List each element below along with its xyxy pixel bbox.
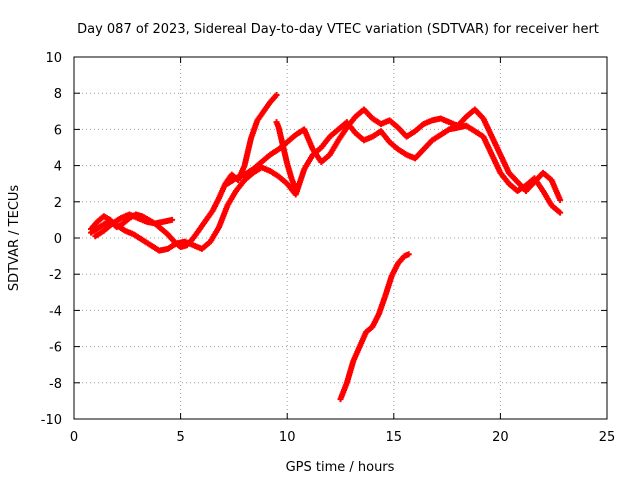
trace-segment — [481, 117, 495, 138]
data-point — [557, 209, 564, 216]
trace-segment — [345, 115, 358, 130]
trace-segment — [261, 100, 273, 113]
x-tick-label: 5 — [176, 430, 184, 445]
trace-segment — [498, 153, 512, 175]
trace-segment — [396, 254, 407, 265]
trace-segment — [507, 171, 520, 184]
trace-segment — [353, 131, 366, 143]
trace-segment — [413, 122, 426, 134]
trace-segment — [204, 209, 215, 222]
series-track-b — [88, 119, 564, 254]
series-track-e — [273, 119, 299, 191]
trace-segment — [289, 177, 296, 185]
trace-segment — [541, 171, 554, 182]
x-tick-label: 20 — [492, 430, 509, 445]
series-track-c — [224, 106, 564, 203]
x-tick-label: 0 — [70, 430, 78, 445]
series-track-d — [92, 211, 176, 240]
trace-segment — [362, 107, 375, 121]
trace-segment — [293, 168, 307, 196]
y-tick-labels: -10 -8 -6 -4 -2 0 2 4 6 8 10 — [41, 51, 62, 428]
trace-segment — [319, 135, 332, 149]
y-tick-label: -8 — [49, 377, 62, 392]
trace-segment — [319, 152, 332, 164]
trace-segment — [382, 274, 395, 298]
trace-segment — [159, 227, 170, 237]
trace-segment — [285, 133, 298, 144]
y-tick-label: 6 — [54, 123, 62, 138]
trace-segment — [197, 218, 209, 231]
trace-segment — [489, 153, 503, 175]
data-series — [88, 92, 564, 403]
trace-segment — [242, 137, 254, 167]
trace-segment — [268, 93, 279, 104]
data-point — [273, 92, 280, 99]
trace-segment — [481, 135, 495, 157]
trace-segment — [549, 203, 562, 215]
trace-segment — [102, 221, 114, 233]
trace-segment — [121, 216, 132, 226]
trace-segment — [379, 129, 392, 144]
y-tick-label: 2 — [54, 196, 62, 211]
trace-segment — [455, 115, 469, 128]
trace-segment — [328, 127, 340, 139]
trace-segment — [242, 171, 255, 182]
x-tick-label: 15 — [386, 430, 403, 445]
x-tick-label: 10 — [279, 430, 296, 445]
trace-segment — [89, 220, 100, 231]
trace-segment — [191, 227, 202, 240]
y-tick-label: -4 — [49, 304, 62, 319]
trace-segment — [413, 147, 426, 161]
trace-segment — [291, 181, 299, 190]
y-tick-label: -10 — [41, 413, 62, 428]
trace-segment — [524, 180, 537, 193]
trace-segment — [489, 135, 503, 157]
trace-segment — [277, 174, 289, 186]
trace-segment — [255, 109, 266, 122]
y-tick-label: 4 — [54, 160, 62, 175]
trace-segment — [421, 138, 434, 152]
trace-segment — [166, 232, 176, 244]
trace-segment — [344, 359, 356, 384]
trace-segment — [200, 239, 213, 251]
trace-segment — [302, 128, 316, 151]
y-tick-label: 0 — [54, 232, 62, 247]
y-tick-label: -2 — [49, 268, 62, 283]
series-track-f — [337, 251, 412, 403]
grid-lines — [74, 57, 607, 419]
y-tick-label: 10 — [45, 51, 62, 66]
trace-segment — [274, 120, 281, 129]
trace-segment — [251, 160, 264, 172]
trace-segment — [387, 118, 400, 130]
data-point — [292, 184, 299, 191]
trace-segment — [216, 204, 230, 229]
data-point — [405, 251, 412, 258]
trace-segment — [284, 162, 292, 173]
data-point — [557, 196, 564, 203]
trace-segment — [134, 211, 144, 219]
plot-frame — [73, 56, 608, 420]
chart-title: Day 087 of 2023, Sidereal Day-to-day VTE… — [77, 22, 599, 37]
trace-segment — [234, 178, 247, 193]
x-tick-labels: 0 5 10 15 20 25 — [70, 430, 615, 445]
trace-segment — [179, 242, 189, 250]
axis-ticks — [73, 56, 608, 420]
trace-segment — [498, 171, 511, 186]
trace-segment — [286, 169, 294, 180]
y-axis-label: SDTVAR / TECUs — [7, 185, 22, 292]
trace-segment — [549, 178, 563, 202]
x-tick-label: 25 — [599, 430, 616, 445]
trace-segment — [402, 251, 411, 259]
y-tick-label: -6 — [49, 341, 62, 356]
x-axis-label: GPS time / hours — [286, 460, 395, 475]
trace-segment — [336, 126, 349, 142]
trace-segment — [364, 324, 375, 335]
y-tick-label: 8 — [54, 87, 62, 102]
data-point — [169, 216, 176, 223]
trace-segment — [387, 140, 400, 152]
trace-segment — [102, 214, 112, 222]
trace-segment — [473, 107, 486, 121]
trace-segment — [260, 152, 272, 164]
